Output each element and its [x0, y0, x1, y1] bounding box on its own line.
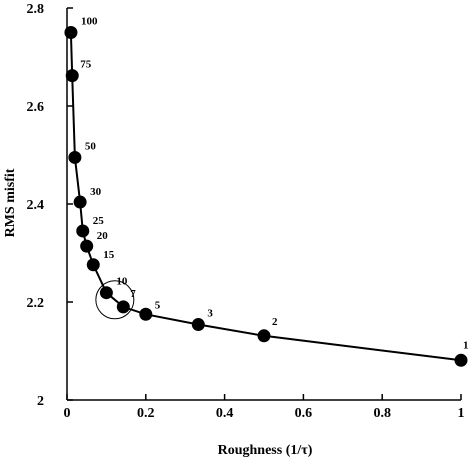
data-label: 3	[207, 308, 213, 320]
x-tick-label: 0.8	[373, 406, 391, 421]
highlight-circle	[95, 280, 135, 320]
data-label: 75	[80, 59, 92, 71]
series-line	[69, 32, 462, 362]
x-tick-label: 1	[458, 406, 465, 421]
data-label: 25	[93, 215, 105, 227]
x-tick-label: 0.6	[295, 406, 313, 421]
data-point	[64, 26, 78, 39]
data-label: 15	[103, 249, 115, 261]
data-point	[257, 329, 271, 343]
data-point	[65, 69, 79, 83]
data-point	[86, 258, 100, 272]
data-point	[99, 286, 113, 300]
data-point	[191, 318, 205, 332]
y-tick-label: 2.2	[27, 296, 45, 311]
data-point	[116, 300, 130, 314]
data-label: 50	[85, 140, 97, 152]
data-point	[68, 150, 82, 164]
y-axis-title: RMS misfit	[3, 168, 18, 237]
data-label: 100	[81, 16, 98, 28]
x-axis-title: Roughness (1/τ)	[218, 443, 313, 458]
data-point	[80, 239, 94, 253]
data-label: 20	[97, 230, 109, 242]
y-tick-label: 2.8	[27, 2, 45, 17]
y-tick-label: 2.4	[27, 198, 45, 213]
x-tick-label: 0	[64, 406, 71, 421]
data-label: 30	[90, 186, 102, 198]
data-label: 2	[272, 316, 278, 328]
data-label: 10	[116, 276, 128, 288]
x-tick-label: 0.4	[216, 406, 234, 421]
y-tick-label: 2.6	[27, 100, 45, 115]
data-point	[139, 307, 153, 321]
data-label: 5	[155, 299, 161, 311]
data-label: 7	[130, 288, 136, 300]
axis-ticks: 0 0.2 0.4 0.6 0.8 1 2 2.2 2.4 2.6 2.8	[27, 2, 465, 421]
y-tick-label: 2	[37, 394, 44, 409]
data-label: 1	[463, 339, 469, 351]
x-tick-label: 0.2	[137, 406, 155, 421]
data-point	[76, 224, 90, 238]
data-point	[454, 353, 468, 367]
data-series	[64, 26, 468, 367]
data-point	[73, 195, 87, 209]
